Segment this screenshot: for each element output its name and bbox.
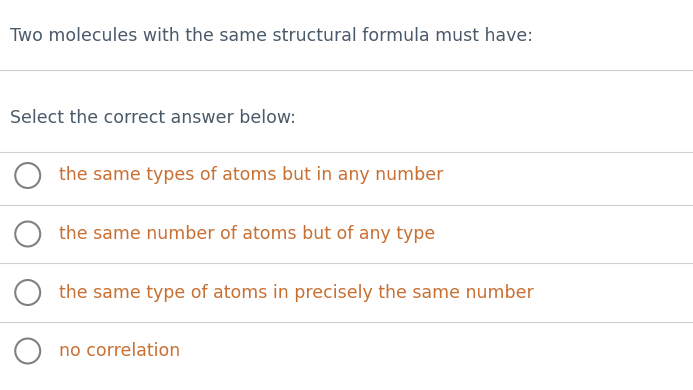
Text: Two molecules with the same structural formula must have:: Two molecules with the same structural f…: [10, 27, 534, 45]
Text: the same type of atoms in precisely the same number: the same type of atoms in precisely the …: [59, 284, 534, 301]
Text: no correlation: no correlation: [59, 342, 180, 360]
Text: Select the correct answer below:: Select the correct answer below:: [10, 109, 297, 127]
Text: the same number of atoms but of any type: the same number of atoms but of any type: [59, 225, 435, 243]
Text: the same types of atoms but in any number: the same types of atoms but in any numbe…: [59, 167, 444, 184]
